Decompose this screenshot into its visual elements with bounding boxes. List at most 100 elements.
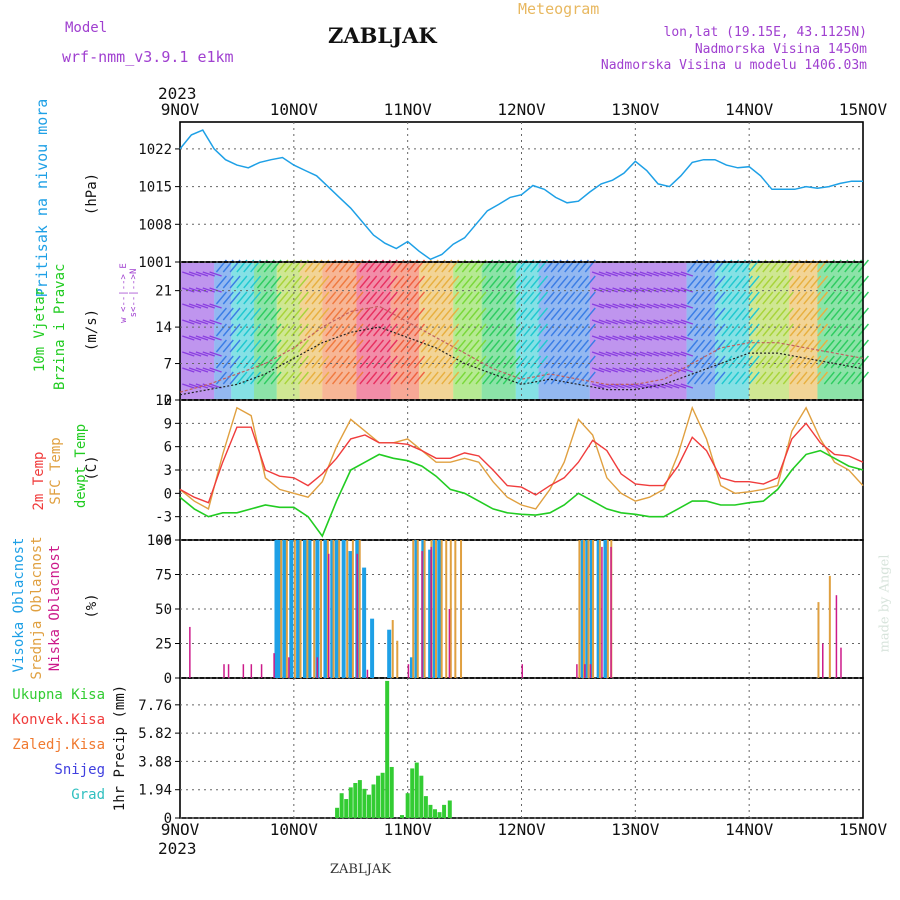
wind-barb-166 <box>318 355 330 369</box>
wind-barb-660 <box>741 323 753 337</box>
wind-barb-641 <box>728 275 740 289</box>
wind-barb-515 <box>619 319 632 325</box>
wind-barb-445 <box>557 339 569 353</box>
cloud-bar-2-2 <box>227 664 230 678</box>
wind-barb-589 <box>680 351 694 357</box>
wind-barb-556 <box>653 335 666 341</box>
wind-barb-706 <box>782 291 794 305</box>
wind-barb-552 <box>653 271 666 277</box>
wind-barb-601 <box>693 275 706 289</box>
wind-barb-97 <box>263 275 275 289</box>
wind-barb-550 <box>646 367 659 373</box>
wind-barb-116 <box>277 323 289 337</box>
precip-bar-20 <box>432 809 437 818</box>
wind-barb-249 <box>393 275 405 289</box>
wind-barb-419 <box>536 307 548 321</box>
wind-barb-271 <box>407 371 419 385</box>
wind-barb-29 <box>202 351 215 357</box>
wind-barb-315 <box>448 307 460 321</box>
wind-barb-137 <box>297 275 309 289</box>
wind-barb-570 <box>666 303 680 309</box>
wind-barb-617 <box>707 275 719 289</box>
wind-barb-308 <box>441 323 453 337</box>
wind-barb-441 <box>557 275 569 289</box>
wind-barb-388 <box>509 323 521 337</box>
wind-barb-115 <box>277 307 289 321</box>
wind-barb-425 <box>543 275 555 289</box>
sfc-temp-line <box>179 405 864 510</box>
cloud-bar-1-21 <box>445 540 448 678</box>
wind-barb-122 <box>284 291 296 305</box>
wind-barb-649 <box>734 275 747 289</box>
wind-barb-358 <box>482 355 494 369</box>
wind-barb-553 <box>653 287 666 293</box>
wind-barb-364 <box>489 323 501 337</box>
wind-barb-687 <box>762 371 774 385</box>
wind-barb-723 <box>796 307 808 321</box>
legend-snow: Snijeg <box>54 762 105 778</box>
wind-barb-327 <box>454 371 467 385</box>
wind-band-17 <box>749 262 790 400</box>
wind-barb-255 <box>393 371 405 385</box>
precip-bar-2 <box>344 799 349 818</box>
wind-barb-353 <box>482 275 494 289</box>
wind-barb-147 <box>304 307 316 321</box>
year-top: 2023 <box>158 84 197 103</box>
wind-barb-175 <box>325 371 337 385</box>
wind-barb-25 <box>202 287 215 293</box>
wind-barb-109 <box>270 339 282 353</box>
wind-barb-677 <box>755 339 767 353</box>
wind-barb-594 <box>687 291 699 305</box>
wind-barb-682 <box>762 291 774 305</box>
cloud-bar-1-23 <box>454 540 457 678</box>
wind-barb-73 <box>243 275 255 289</box>
wind-barb-568 <box>666 271 680 277</box>
precip-bar-17 <box>419 775 424 818</box>
wind-barb-197 <box>345 339 357 353</box>
wind-barb-141 <box>297 339 309 353</box>
wind-barb-227 <box>372 307 385 321</box>
wind-barb-260 <box>400 323 412 337</box>
wind-barb-565 <box>660 351 673 357</box>
wind-barb-70 <box>236 355 248 369</box>
wind-barb-27 <box>202 319 215 325</box>
wind-barb-607 <box>693 371 706 385</box>
wind-barb-457 <box>571 275 583 289</box>
wind-barb-705 <box>782 275 794 289</box>
wind-barb-182 <box>331 355 344 369</box>
wind-barb-66 <box>236 291 248 305</box>
wind-barb-740 <box>810 323 822 337</box>
wind-band-0 <box>180 262 215 400</box>
wind-barb-711 <box>782 371 794 385</box>
wind-barb-16 <box>195 271 209 277</box>
cloud-bar-1-30 <box>606 540 609 678</box>
wind-barb-506 <box>612 303 625 309</box>
cloud-bar-0-22 <box>437 540 442 678</box>
precip-bar-10 <box>380 772 385 818</box>
wind-barb-303 <box>434 371 446 385</box>
wind-barb-5 <box>182 351 195 357</box>
wind-barb-229 <box>372 339 385 353</box>
wind-barb-106 <box>270 291 282 305</box>
wind-barb-528 <box>632 271 646 277</box>
wind-barb-201 <box>352 275 364 289</box>
wind-barb-357 <box>482 339 494 353</box>
wind-barb-37 <box>209 351 222 357</box>
ytick-label-0-1: 1008 <box>138 217 172 233</box>
wind-barb-620 <box>707 323 719 337</box>
cloud-bar-0-24 <box>585 540 590 678</box>
wind-barb-53 <box>222 339 234 353</box>
ytick-label-0-3: 1022 <box>138 142 172 158</box>
wind-barb-206 <box>352 355 364 369</box>
wind-barb-434 <box>550 291 562 305</box>
wind-barb-340 <box>468 323 480 337</box>
wind-barb-243 <box>386 307 398 321</box>
wind-barb-734 <box>803 355 815 369</box>
wind-barb-69 <box>236 339 248 353</box>
wind-barb-266 <box>407 291 419 305</box>
wind-barb-11 <box>188 319 202 325</box>
wind-barb-385 <box>509 275 521 289</box>
wind-barb-639 <box>721 371 733 385</box>
wind-barb-380 <box>502 323 514 337</box>
wind-barb-293 <box>427 339 439 353</box>
